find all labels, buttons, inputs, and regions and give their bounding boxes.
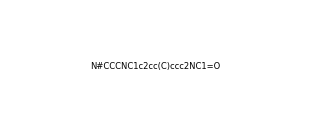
Text: N#CCCNC1c2cc(C)ccc2NC1=O: N#CCCNC1c2cc(C)ccc2NC1=O: [90, 62, 220, 72]
